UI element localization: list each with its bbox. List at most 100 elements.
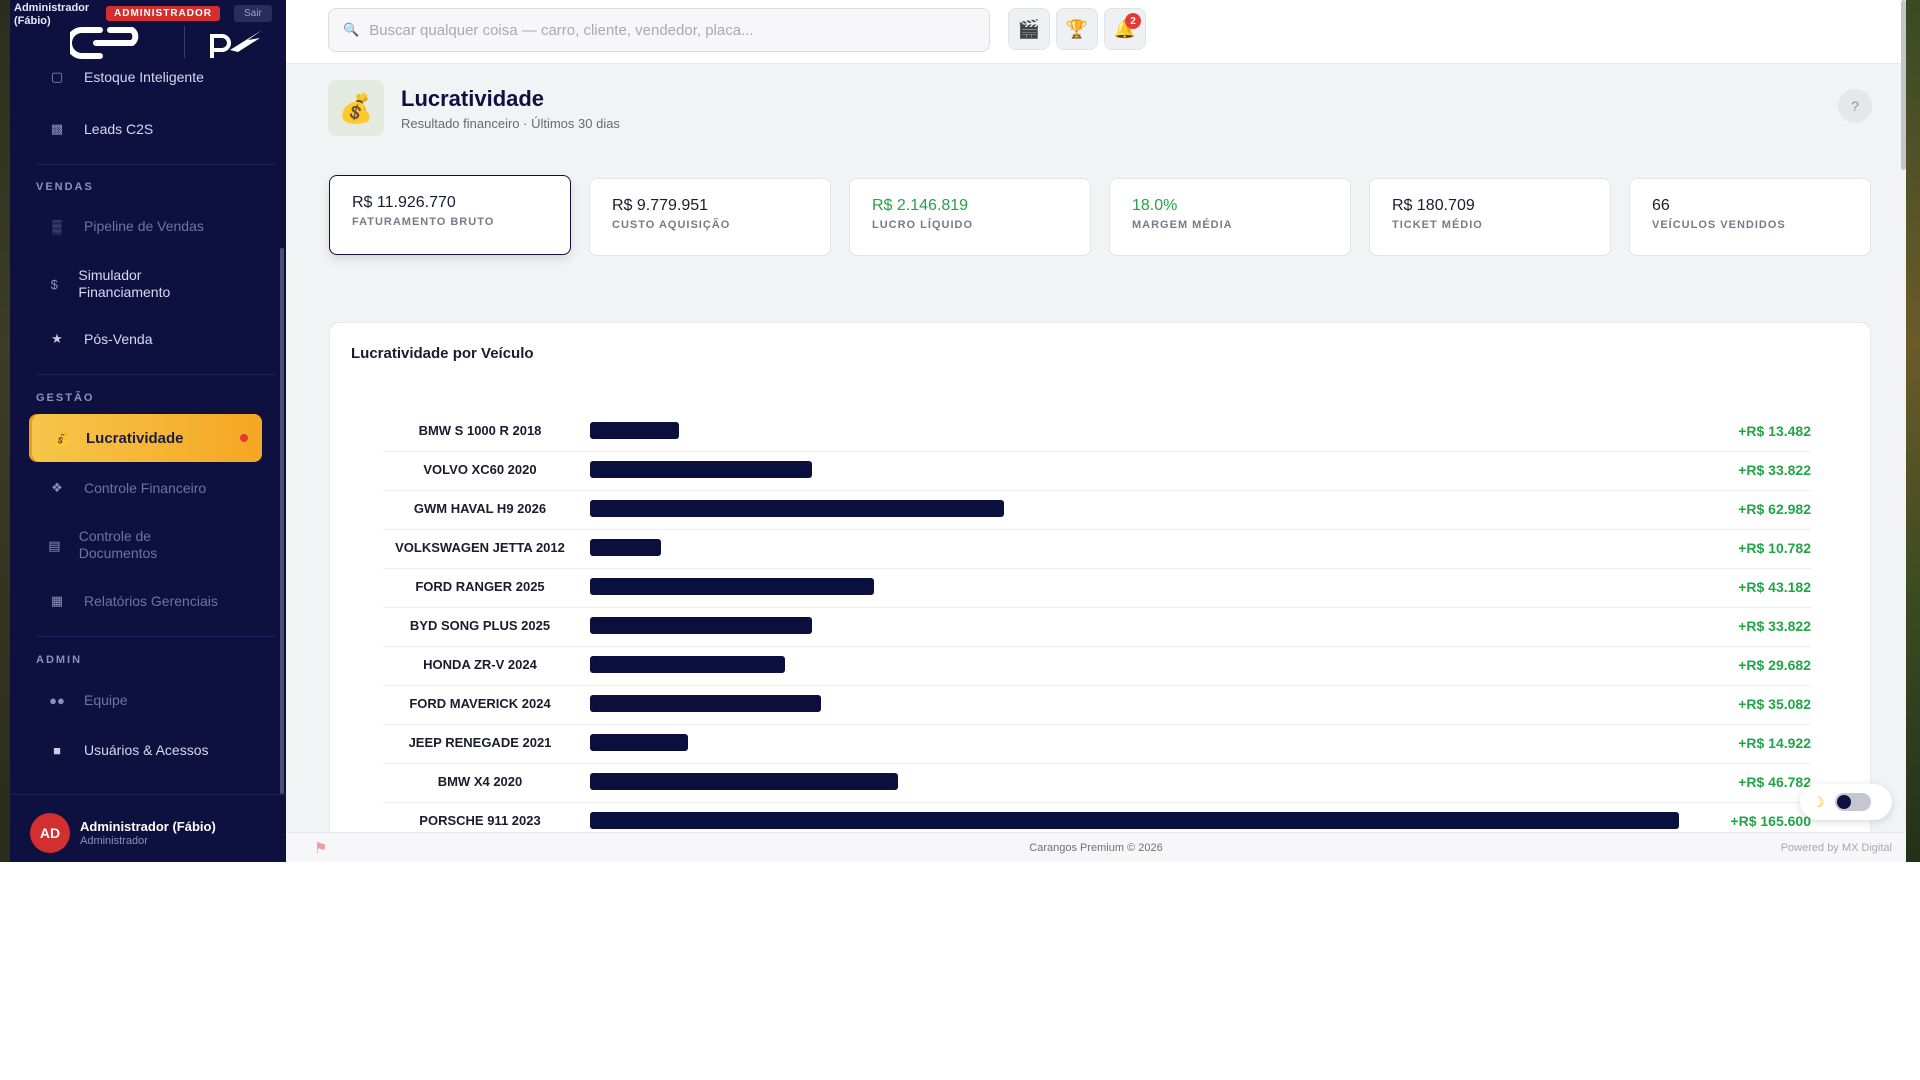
- sidebar-user-mini: Administrador (Fábio): [14, 2, 90, 27]
- theme-toggle[interactable]: ☽: [1800, 784, 1892, 820]
- sidebar-scrollbar[interactable]: [280, 248, 284, 794]
- vehicle-label: VOLKSWAGEN JETTA 2012: [395, 540, 565, 555]
- profit-value: +R$ 35.082: [1738, 696, 1811, 712]
- sidebar-item-controle-financeiro[interactable]: ❖ Controle Financeiro: [48, 479, 268, 497]
- kpi-label: VEÍCULOS VENDIDOS: [1652, 219, 1786, 231]
- section-vendas: VENDAS: [36, 181, 94, 193]
- chart-row[interactable]: FORD RANGER 2025 +R$ 43.182: [383, 569, 1811, 608]
- profit-bar: [590, 656, 785, 673]
- chart-row[interactable]: VOLKSWAGEN JETTA 2012 +R$ 10.782: [383, 530, 1811, 569]
- sidebar-item-equipe[interactable]: ●● Equipe: [48, 691, 268, 709]
- sidebar-item-usuarios[interactable]: ■ Usuários & Acessos: [48, 741, 268, 759]
- switch-knob: [1836, 795, 1851, 809]
- user-role: Administrador: [80, 835, 148, 847]
- sidebar-item-pos-venda[interactable]: ★ Pós-Venda: [48, 330, 268, 348]
- profit-value: +R$ 46.782: [1738, 774, 1811, 790]
- kpi-faturamento-bruto[interactable]: R$ 11.926.770 FATURAMENTO BRUTO: [329, 175, 571, 255]
- sidebar-item-relatorios[interactable]: ▦ Relatórios Gerenciais: [48, 592, 268, 610]
- user-name: Administrador (Fábio): [80, 819, 216, 834]
- lock-icon: ■: [53, 742, 61, 758]
- profit-value: +R$ 43.182: [1738, 579, 1811, 595]
- vehicle-label: GWM HAVAL H9 2026: [413, 501, 547, 516]
- sidebar-item-label: Controle Financeiro: [84, 480, 207, 496]
- search-icon: 🔍: [343, 22, 360, 37]
- kpi-value: 66: [1652, 197, 1670, 214]
- kpi-label: LUCRO LÍQUIDO: [872, 219, 973, 231]
- vehicle-label: BMW S 1000 R 2018: [418, 423, 542, 438]
- vehicle-label: BYD SONG PLUS 2025: [409, 618, 551, 633]
- theme-switch[interactable]: [1834, 793, 1871, 811]
- document-icon: ▤: [48, 537, 61, 553]
- vehicle-label: JEEP RENEGADE 2021: [408, 735, 552, 750]
- chart-row[interactable]: BMW S 1000 R 2018 +R$ 13.482: [383, 413, 1811, 452]
- kpi-value: R$ 9.779.951: [612, 197, 709, 214]
- profit-value: +R$ 33.822: [1738, 618, 1811, 634]
- clapperboard-icon: 🎬: [1017, 18, 1041, 39]
- avatar[interactable]: AD: [30, 813, 70, 853]
- sidebar-item-label: Usuários & Acessos: [84, 742, 209, 758]
- role-badge: ADMINISTRADOR: [106, 6, 220, 21]
- sidebar-item-estoque[interactable]: ▢ Estoque Inteligente: [48, 68, 268, 86]
- desktop-background-left: [0, 0, 10, 862]
- kpi-value: R$ 180.709: [1392, 197, 1475, 214]
- page-scrollbar[interactable]: [1901, 0, 1906, 170]
- sidebar-item-label: Pós-Venda: [84, 331, 153, 347]
- chart-row[interactable]: BYD SONG PLUS 2025 +R$ 33.822: [383, 608, 1811, 647]
- notifications-button[interactable]: 🔔 2: [1104, 8, 1146, 50]
- sidebar-item-pipeline[interactable]: ▒ Pipeline de Vendas: [48, 217, 268, 235]
- brand-mark-icon: ⚑: [314, 840, 328, 857]
- chart-row[interactable]: JEEP RENEGADE 2021 +R$ 14.922: [383, 725, 1811, 764]
- copyright-text: Carangos Premium © 2026: [1029, 842, 1163, 854]
- profit-value: +R$ 10.782: [1738, 540, 1811, 556]
- search-box[interactable]: 🔍: [328, 8, 990, 52]
- sidebar-user-footer[interactable]: AD Administrador (Fábio) Administrador: [10, 794, 286, 862]
- sidebar-item-label: Simulador Financiamento: [78, 267, 171, 300]
- partner-logo: [210, 30, 262, 58]
- sidebar-item-label: Lucratividade: [86, 429, 184, 447]
- chart-row[interactable]: VOLVO XC60 2020 +R$ 33.822: [383, 452, 1811, 491]
- profit-bar: [590, 461, 812, 478]
- profit-value: +R$ 14.922: [1738, 735, 1811, 751]
- powered-by-link[interactable]: Powered by MX Digital: [1780, 842, 1892, 854]
- profit-value: +R$ 13.482: [1738, 423, 1811, 439]
- logout-button[interactable]: Sair: [234, 5, 272, 22]
- kpi-label: CUSTO AQUISIÇÃO: [612, 219, 731, 231]
- profit-bar: [590, 422, 679, 439]
- profit-bar: [590, 617, 812, 634]
- kpi-lucro-liquido[interactable]: R$ 2.146.819 LUCRO LÍQUIDO: [849, 178, 1091, 256]
- kpi-veiculos-vendidos[interactable]: 66 VEÍCULOS VENDIDOS: [1629, 178, 1871, 256]
- kpi-value: 18.0%: [1132, 197, 1178, 214]
- clapperboard-button[interactable]: 🎬: [1008, 8, 1050, 50]
- team-icon: ●●: [49, 692, 65, 708]
- top-bar: 🔍 🎬 🏆 🔔 2: [286, 0, 1906, 64]
- trophy-button[interactable]: 🏆: [1056, 8, 1098, 50]
- sidebar-item-lucratividade[interactable]: 💰 Lucratividade: [32, 414, 262, 462]
- help-button[interactable]: ?: [1838, 89, 1872, 123]
- kpi-ticket-medio[interactable]: R$ 180.709 TICKET MÉDIO: [1369, 178, 1611, 256]
- chart-row[interactable]: BMW X4 2020 +R$ 46.782: [383, 764, 1811, 803]
- chart-row[interactable]: HONDA ZR-V 2024 +R$ 29.682: [383, 647, 1811, 686]
- cash-icon: ❖: [51, 480, 63, 495]
- sidebar-divider: [36, 374, 276, 375]
- sidebar-item-leads[interactable]: ▩ Leads C2S: [48, 120, 268, 138]
- carangos-logo[interactable]: [70, 26, 150, 60]
- vehicle-label: PORSCHE 911 2023: [419, 813, 541, 828]
- moon-icon: ☽: [1812, 793, 1825, 810]
- trophy-icon: 🏆: [1065, 18, 1089, 39]
- section-gestao: GESTÃO: [36, 392, 95, 404]
- sidebar-item-simulador[interactable]: $ Simulador Financiamento: [48, 267, 188, 301]
- profit-bar: [590, 500, 1004, 517]
- chart-row[interactable]: FORD MAVERICK 2024 +R$ 35.082: [383, 686, 1811, 725]
- kpi-margem-media[interactable]: 18.0% MARGEM MÉDIA: [1109, 178, 1351, 256]
- search-input[interactable]: [369, 21, 970, 39]
- sidebar-divider: [36, 636, 276, 637]
- kpi-custo-aquisicao[interactable]: R$ 9.779.951 CUSTO AQUISIÇÃO: [589, 178, 831, 256]
- profit-bar: [590, 773, 898, 790]
- sidebar-item-controle-documentos[interactable]: ▤ Controle de Documentos: [48, 528, 188, 562]
- profit-bar: [590, 812, 1679, 829]
- sidebar-item-label: Controle de Documentos: [78, 528, 158, 561]
- active-indicator-dot: [240, 434, 248, 442]
- section-admin: ADMIN: [36, 654, 83, 666]
- page-title: Lucratividade: [401, 86, 545, 111]
- chart-row[interactable]: GWM HAVAL H9 2026 +R$ 62.982: [383, 491, 1811, 530]
